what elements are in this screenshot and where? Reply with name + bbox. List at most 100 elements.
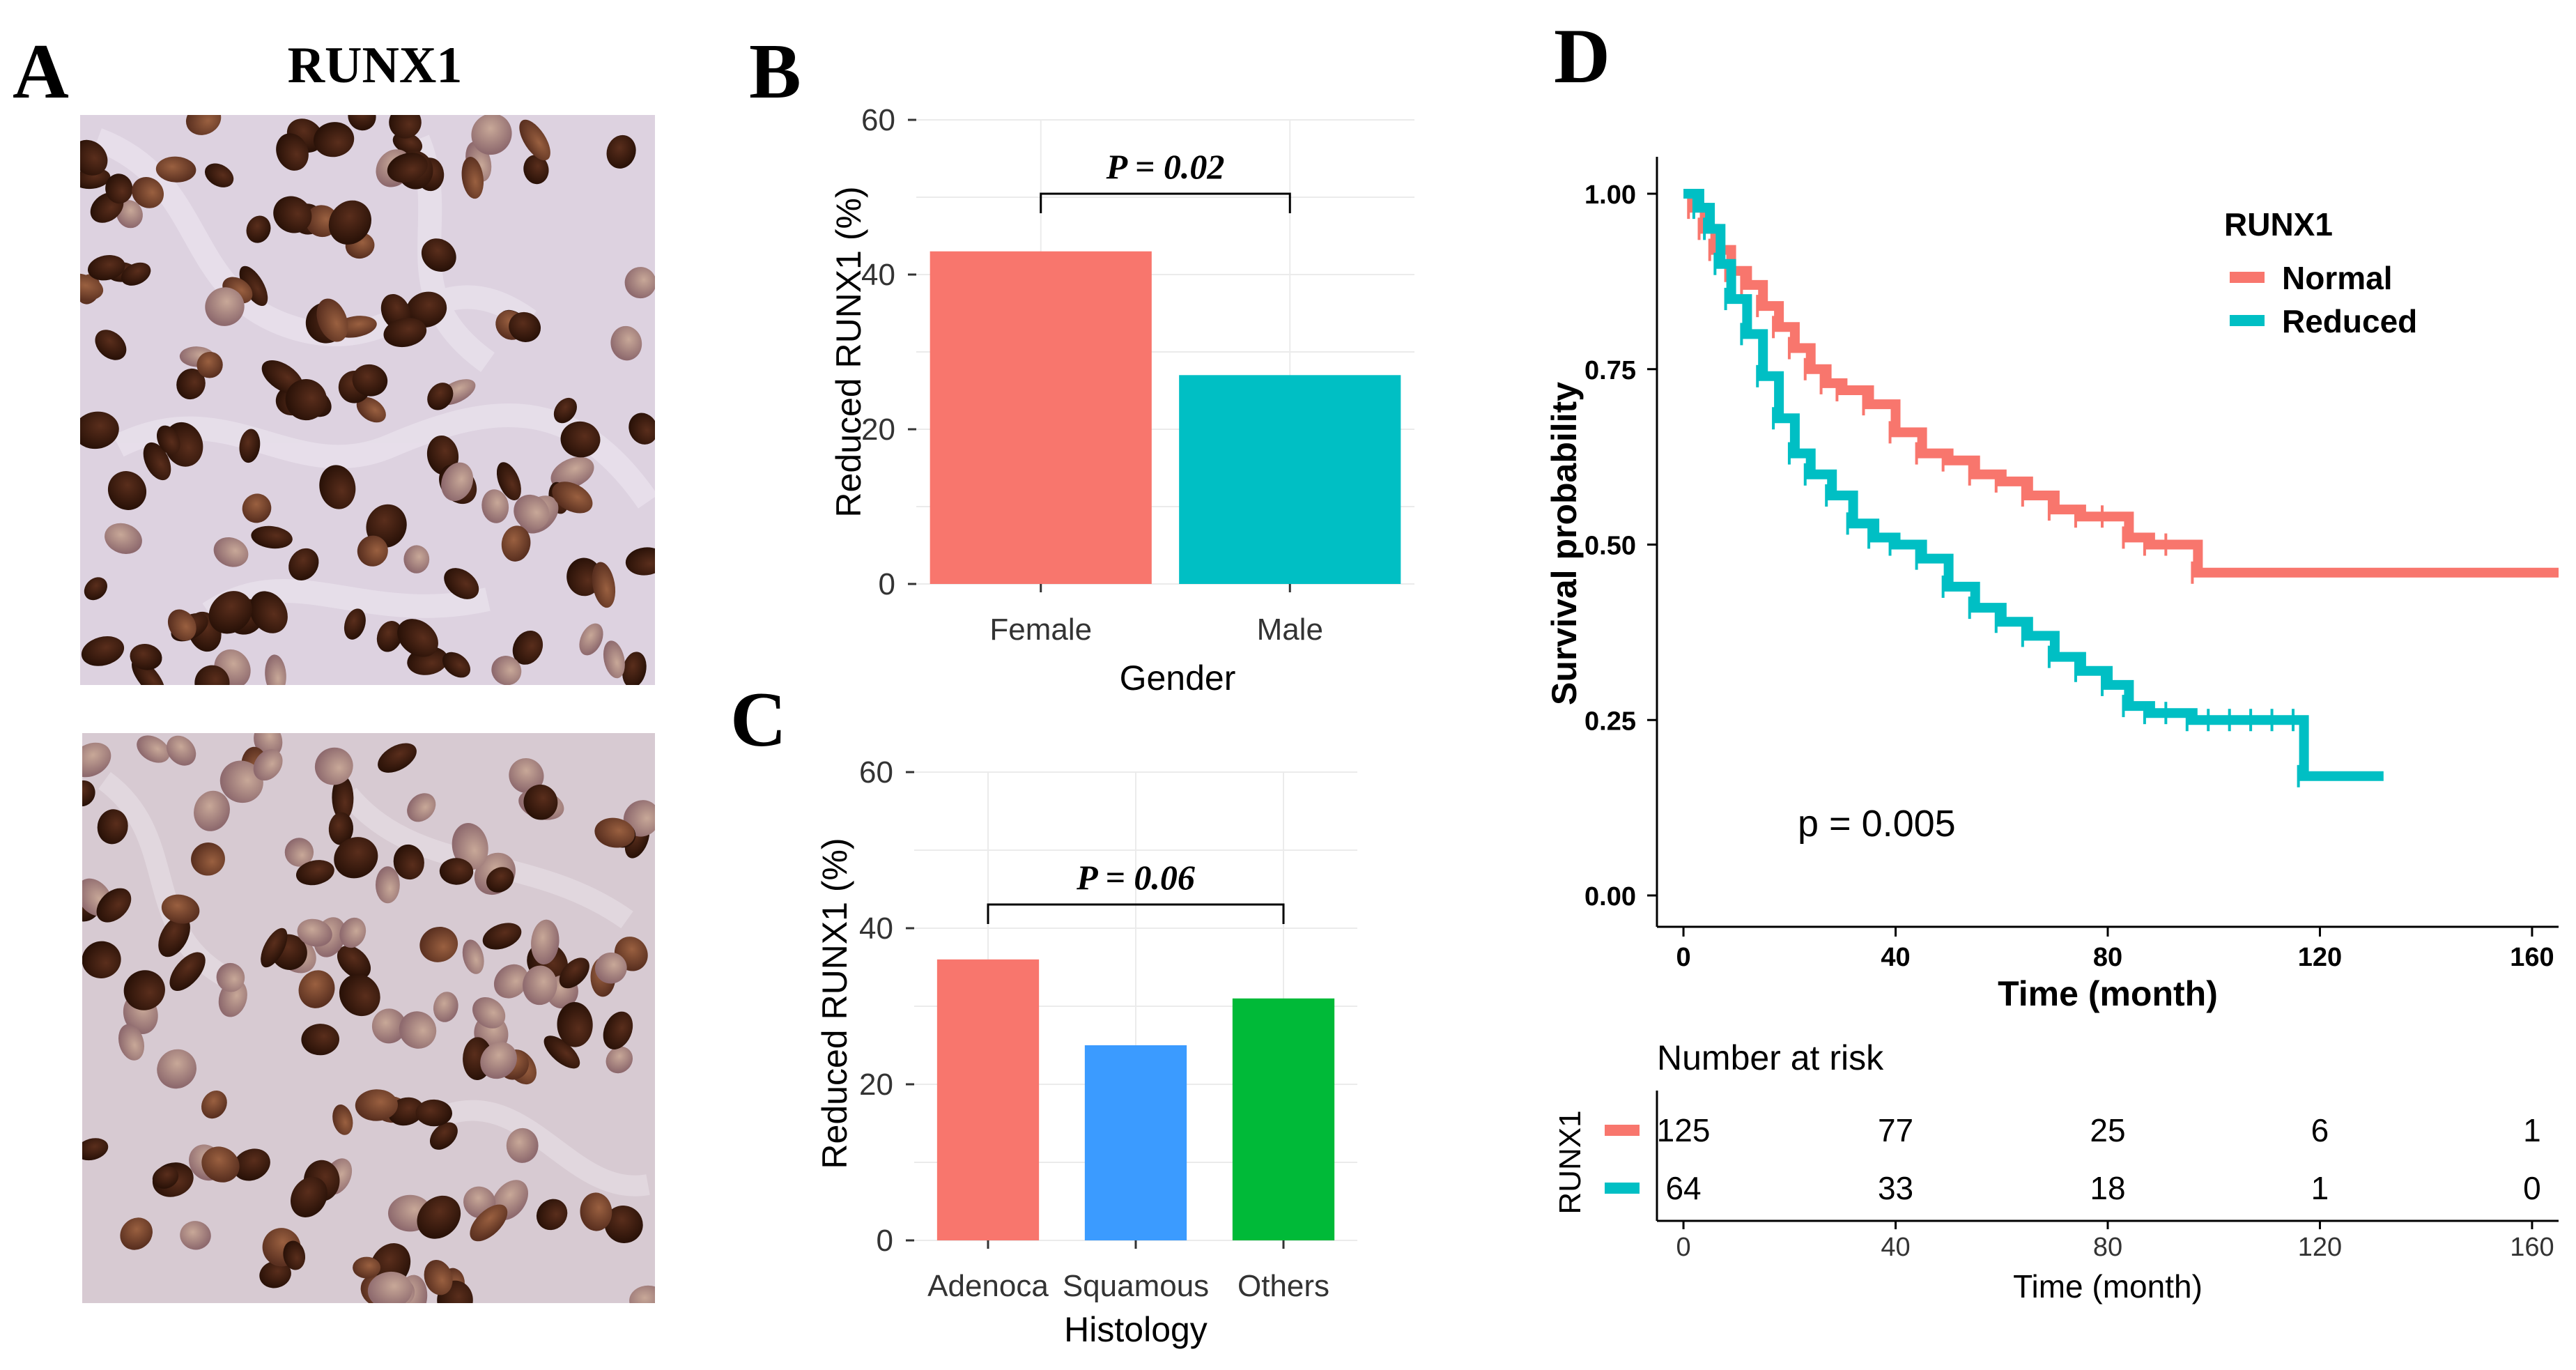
km-yticks: 0.00 0.25 0.50 0.75 1.00 bbox=[1584, 180, 1657, 911]
cell-nucleus bbox=[167, 609, 196, 641]
cell-nucleus bbox=[81, 636, 125, 666]
cell-nucleus bbox=[201, 1090, 227, 1119]
panel-b-pvalue: P = 0.02 bbox=[1106, 147, 1225, 186]
cell-nucleus bbox=[357, 535, 388, 567]
risk-table: Number at risk RUNX1 125 77 25 6 1 64 33 18 1 0 0… bbox=[1553, 1038, 2559, 1304]
cell-nucleus bbox=[166, 735, 196, 766]
cell-nucleus bbox=[344, 608, 366, 640]
significance-bracket bbox=[1040, 192, 1291, 213]
km-xticks: 0 40 80 120 160 bbox=[1676, 927, 2554, 972]
cell-nucleus bbox=[204, 163, 234, 187]
risk-table-x-tick-label: 80 bbox=[2093, 1233, 2122, 1262]
risk-table-cell: 64 bbox=[1665, 1170, 1701, 1206]
panel-a: A RUNX1 bbox=[13, 29, 655, 1303]
cell-nucleus bbox=[353, 1256, 381, 1279]
cell-nucleus bbox=[118, 1024, 145, 1061]
cell-nucleus bbox=[352, 364, 388, 397]
cell-nucleus bbox=[444, 568, 479, 599]
cell-nucleus bbox=[610, 325, 642, 361]
risk-table-x-tick-label: 160 bbox=[2510, 1233, 2554, 1262]
cell-nucleus bbox=[514, 494, 550, 530]
cell-nucleus bbox=[285, 379, 327, 421]
cell-nucleus bbox=[191, 842, 225, 876]
cell-nucleus bbox=[480, 1042, 517, 1079]
cell-nucleus bbox=[472, 997, 506, 1029]
cell-nucleus bbox=[283, 1240, 306, 1270]
cell-nucleus bbox=[441, 462, 474, 501]
cell-nucleus bbox=[143, 442, 171, 481]
risk-table-cell: 1 bbox=[2523, 1112, 2541, 1148]
panel-b-ylabel: Reduced RUNX1 (%) bbox=[829, 186, 868, 517]
cell-nucleus bbox=[80, 139, 108, 176]
cell-nucleus bbox=[625, 547, 655, 576]
cell-nucleus bbox=[470, 1204, 508, 1242]
km-legend-swatch-normal bbox=[2230, 272, 2265, 283]
y-tick-label: 20 bbox=[861, 413, 895, 447]
cell-nucleus bbox=[628, 413, 655, 445]
cell-nucleus bbox=[509, 311, 541, 342]
cell-nucleus bbox=[603, 640, 625, 679]
cell-nucleus bbox=[132, 177, 164, 208]
cell-nucleus bbox=[319, 465, 356, 509]
cell-nucleus bbox=[176, 368, 206, 400]
cell-nucleus bbox=[415, 1099, 452, 1127]
km-legend-entry-reduced: Reduced bbox=[2230, 303, 2417, 339]
cell-nucleus bbox=[298, 970, 335, 1008]
cell-nucleus bbox=[496, 462, 521, 500]
panel-b-bars bbox=[930, 251, 1401, 584]
cell-nucleus bbox=[158, 916, 190, 957]
cell-nucleus bbox=[337, 945, 371, 979]
km-legend-entry-normal: Normal bbox=[2230, 260, 2392, 296]
risk-table-cell: 1 bbox=[2311, 1170, 2329, 1206]
cell-nucleus bbox=[332, 1105, 353, 1135]
panel-b-letter: B bbox=[749, 29, 801, 115]
cell-nucleus bbox=[486, 867, 514, 893]
km-x-tick-label: 120 bbox=[2298, 943, 2342, 972]
km-y-tick-label: 1.00 bbox=[1584, 180, 1636, 210]
cell-nucleus bbox=[427, 383, 454, 410]
panel-a-letter: A bbox=[13, 29, 69, 115]
cell-nucleus bbox=[246, 215, 271, 243]
y-tick-label: 60 bbox=[861, 103, 895, 137]
cell-nucleus bbox=[491, 656, 522, 685]
cell-nucleus bbox=[604, 1206, 643, 1243]
cell-nucleus bbox=[332, 775, 354, 821]
cell-nucleus bbox=[251, 525, 293, 549]
cell-nucleus bbox=[629, 1285, 655, 1303]
cell-nucleus bbox=[297, 918, 332, 947]
cell-nucleus bbox=[80, 273, 104, 301]
cell-nucleus bbox=[161, 894, 200, 924]
cell-nucleus bbox=[512, 630, 543, 665]
cell-nucleus bbox=[393, 844, 424, 880]
cell-nucleus bbox=[208, 591, 252, 634]
risk-table-title: Number at risk bbox=[1657, 1038, 1884, 1077]
cell-nucleus bbox=[328, 812, 354, 845]
panel-c-ylabel: Reduced RUNX1 (%) bbox=[815, 838, 854, 1169]
cell-nucleus bbox=[288, 548, 319, 580]
cell-nucleus bbox=[624, 267, 655, 299]
panel-c-bars bbox=[936, 959, 1335, 1240]
cell-nucleus bbox=[531, 919, 560, 965]
cell-nucleus bbox=[130, 644, 162, 670]
panel-c-letter: C bbox=[730, 677, 787, 763]
cell-nucleus bbox=[82, 780, 95, 807]
cell-nucleus bbox=[265, 654, 286, 685]
bar-male bbox=[1179, 375, 1401, 584]
cell-nucleus bbox=[421, 238, 456, 272]
cell-nucleus bbox=[397, 619, 438, 657]
panel-c: C 0 20 40 60 Adenoca Squamous Others Reduced … bbox=[730, 677, 1357, 1349]
km-y-tick-label: 0.25 bbox=[1584, 707, 1636, 736]
cell-nucleus bbox=[95, 330, 127, 360]
cell-nucleus bbox=[543, 1036, 580, 1069]
cell-nucleus bbox=[84, 577, 107, 601]
cell-nucleus bbox=[579, 623, 603, 656]
cell-nucleus bbox=[254, 733, 283, 758]
bar-adenoca bbox=[936, 959, 1040, 1240]
km-ylabel: Survival probability bbox=[1545, 382, 1584, 705]
cell-nucleus bbox=[152, 1166, 179, 1189]
km-x-tick-label: 40 bbox=[1881, 943, 1910, 972]
cell-nucleus bbox=[557, 1002, 593, 1047]
cell-nucleus bbox=[259, 1261, 291, 1288]
cell-nucleus bbox=[501, 525, 531, 562]
risk-table-cell: 25 bbox=[2090, 1112, 2125, 1148]
